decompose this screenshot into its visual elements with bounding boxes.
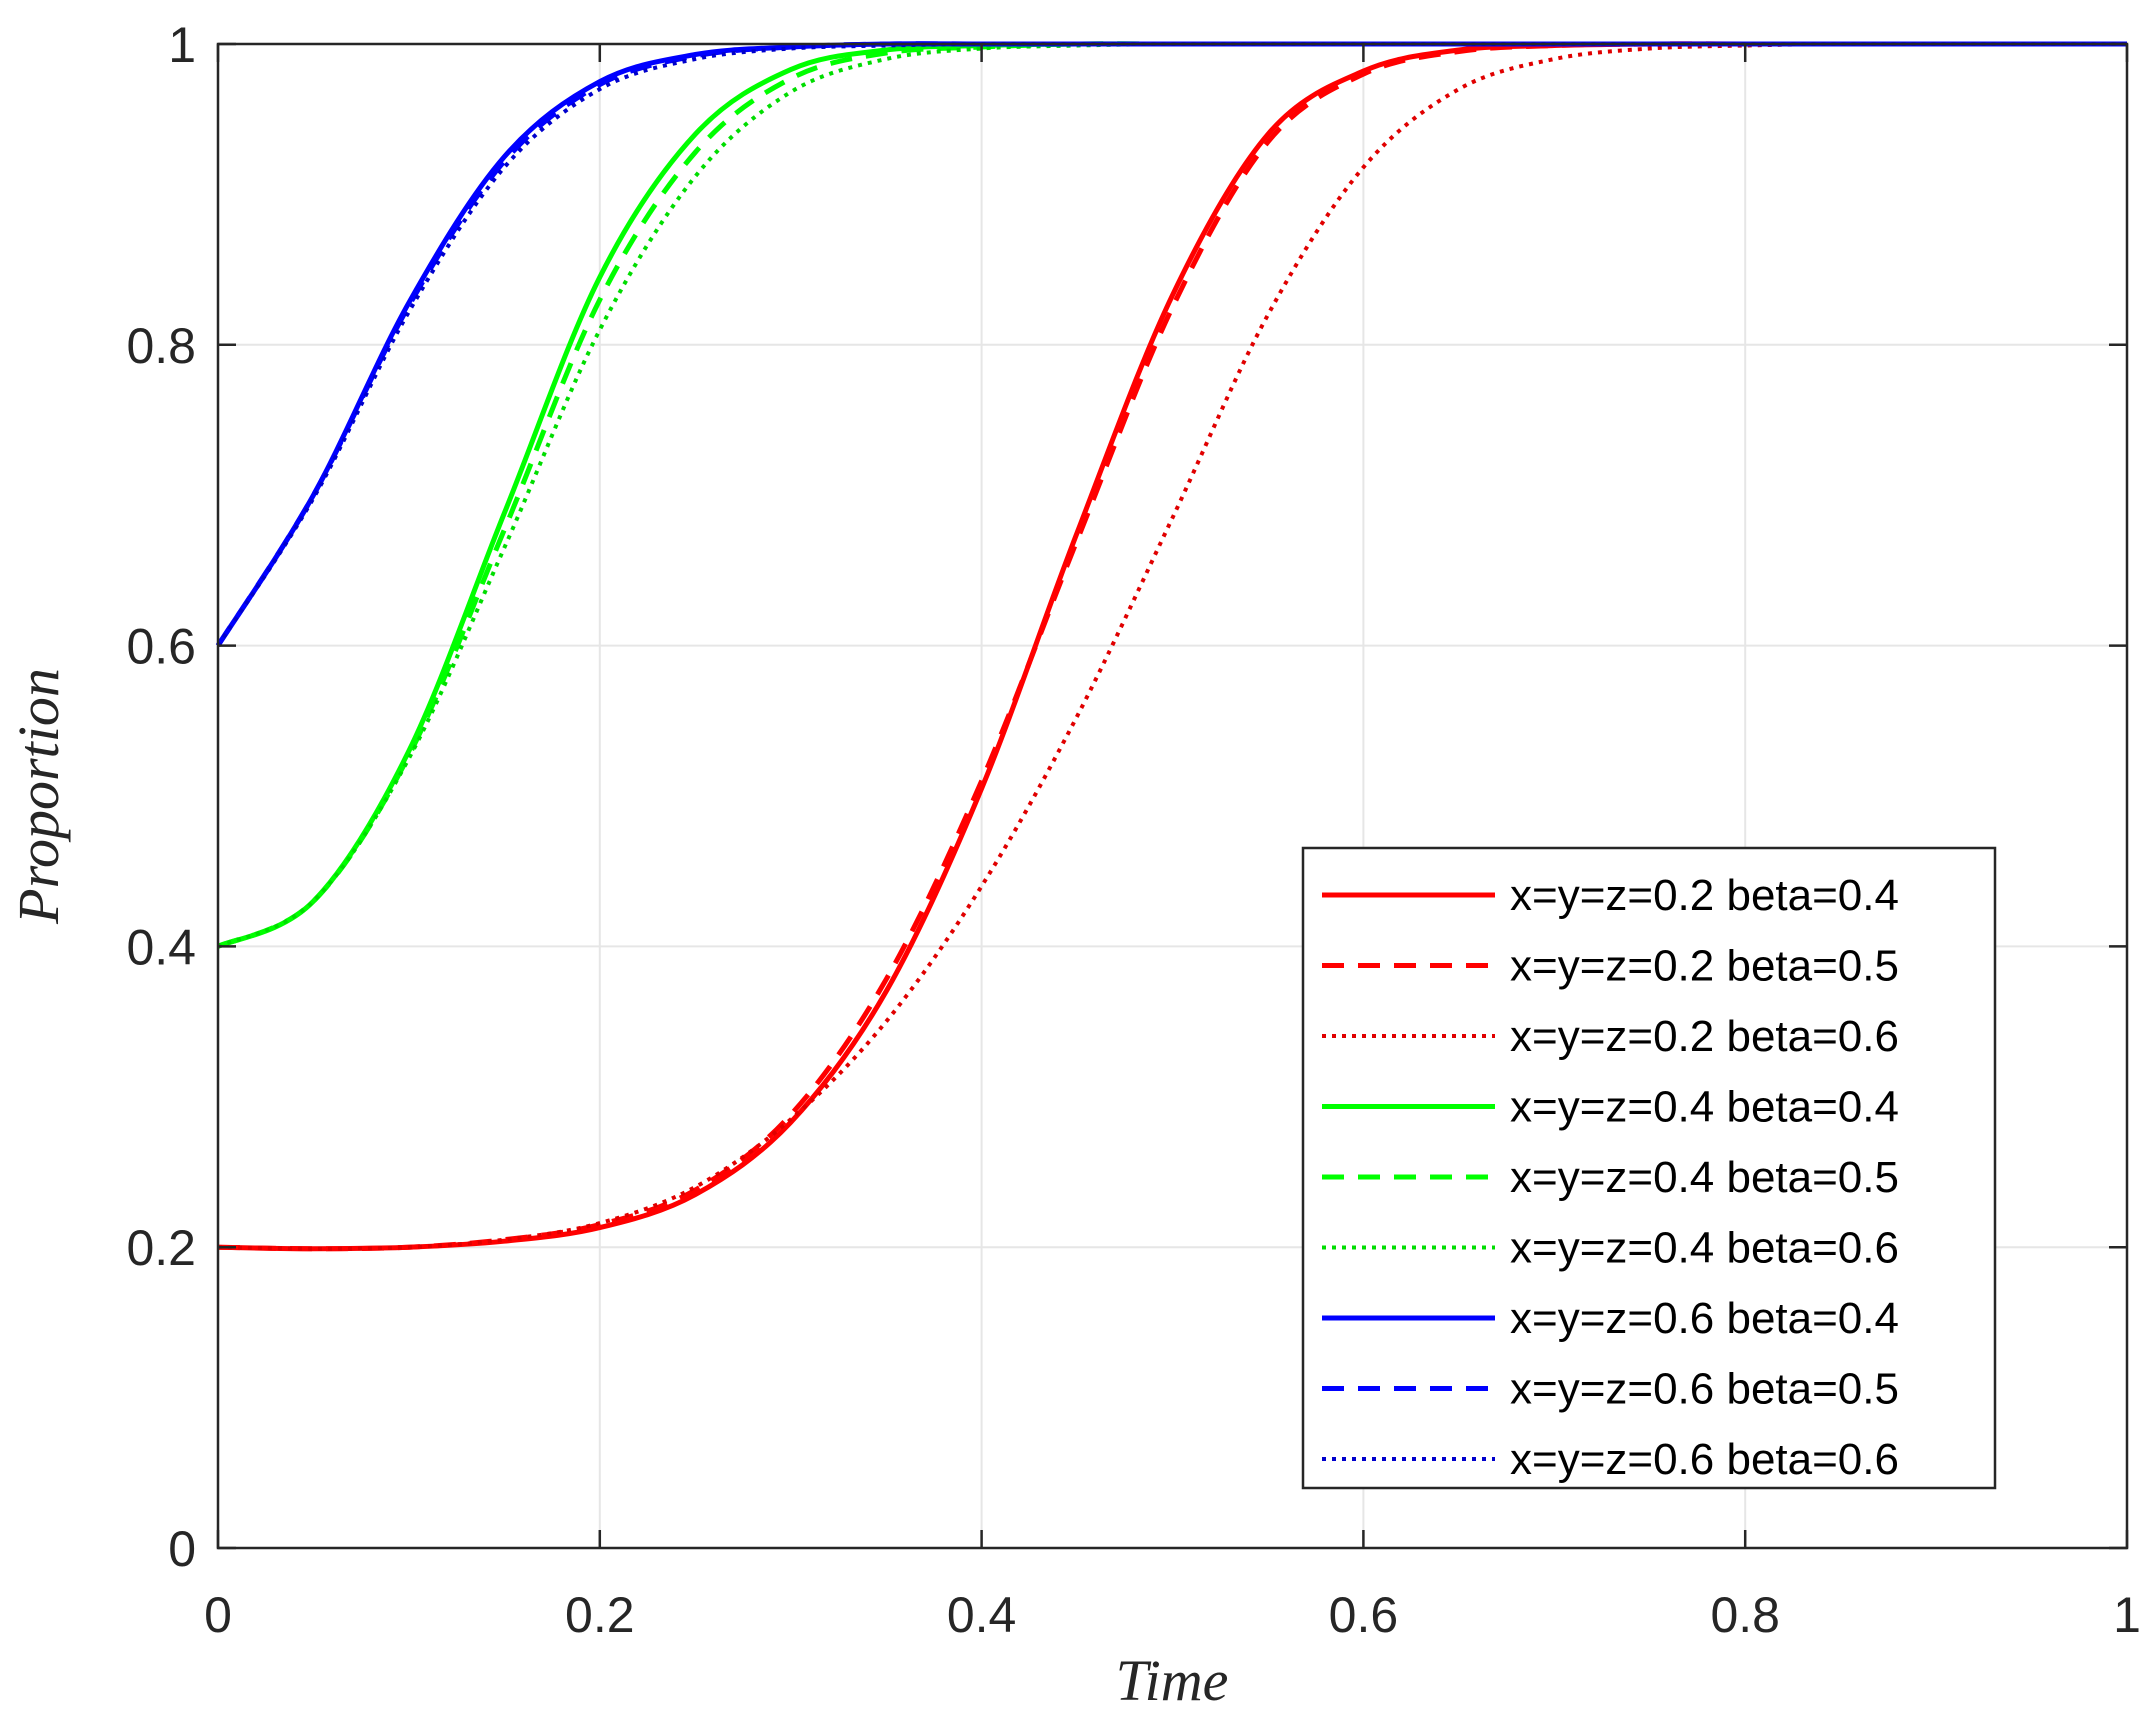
axis-ticks bbox=[216, 42, 2129, 1550]
y-tick-label: 0.8 bbox=[126, 318, 196, 374]
legend-label: x=y=z=0.6 beta=0.4 bbox=[1510, 1294, 1899, 1343]
y-tick-labels: 0 0.2 0.4 0.6 0.8 1 bbox=[126, 17, 196, 1577]
legend-label: x=y=z=0.6 beta=0.5 bbox=[1510, 1365, 1899, 1414]
y-tick-label: 0.2 bbox=[126, 1220, 196, 1276]
y-tick-label: 0.4 bbox=[126, 919, 196, 975]
legend-label: x=y=z=0.4 beta=0.4 bbox=[1510, 1083, 1899, 1132]
x-axis-title: Time bbox=[1116, 1648, 1229, 1713]
x-tick-label: 0.8 bbox=[1710, 1587, 1780, 1643]
y-tick-label: 1 bbox=[168, 17, 196, 73]
x-tick-label: 1 bbox=[2113, 1587, 2141, 1643]
x-tick-label: 0.4 bbox=[947, 1587, 1017, 1643]
legend-label: x=y=z=0.2 beta=0.5 bbox=[1510, 942, 1899, 991]
y-axis-title: Proportion bbox=[6, 668, 71, 925]
legend-label: x=y=z=0.4 beta=0.6 bbox=[1510, 1224, 1899, 1273]
x-tick-label: 0.2 bbox=[565, 1587, 635, 1643]
legend-label: x=y=z=0.2 beta=0.4 bbox=[1510, 871, 1899, 920]
y-tick-label: 0.6 bbox=[126, 619, 196, 675]
legend-entries: x=y=z=0.2 beta=0.4 x=y=z=0.2 beta=0.5 x=y=… bbox=[1322, 871, 1899, 1484]
plot-frame bbox=[216, 42, 2129, 1550]
series-line bbox=[217, 41, 2127, 1251]
legend-label: x=y=z=0.2 beta=0.6 bbox=[1510, 1012, 1899, 1061]
y-tick-label: 0 bbox=[168, 1521, 196, 1577]
legend-label: x=y=z=0.6 beta=0.6 bbox=[1510, 1435, 1899, 1484]
legend: x=y=z=0.2 beta=0.4 x=y=z=0.2 beta=0.5 x=y=… bbox=[1301, 846, 1997, 1490]
legend-box bbox=[1301, 846, 1997, 1490]
x-tick-labels: 0 0.2 0.4 0.6 0.8 1 bbox=[204, 1587, 2141, 1643]
legend-label: x=y=z=0.4 beta=0.5 bbox=[1510, 1153, 1899, 1202]
x-tick-label: 0.6 bbox=[1329, 1587, 1399, 1643]
x-tick-label: 0 bbox=[204, 1587, 232, 1643]
grid-lines bbox=[217, 43, 2128, 1549]
